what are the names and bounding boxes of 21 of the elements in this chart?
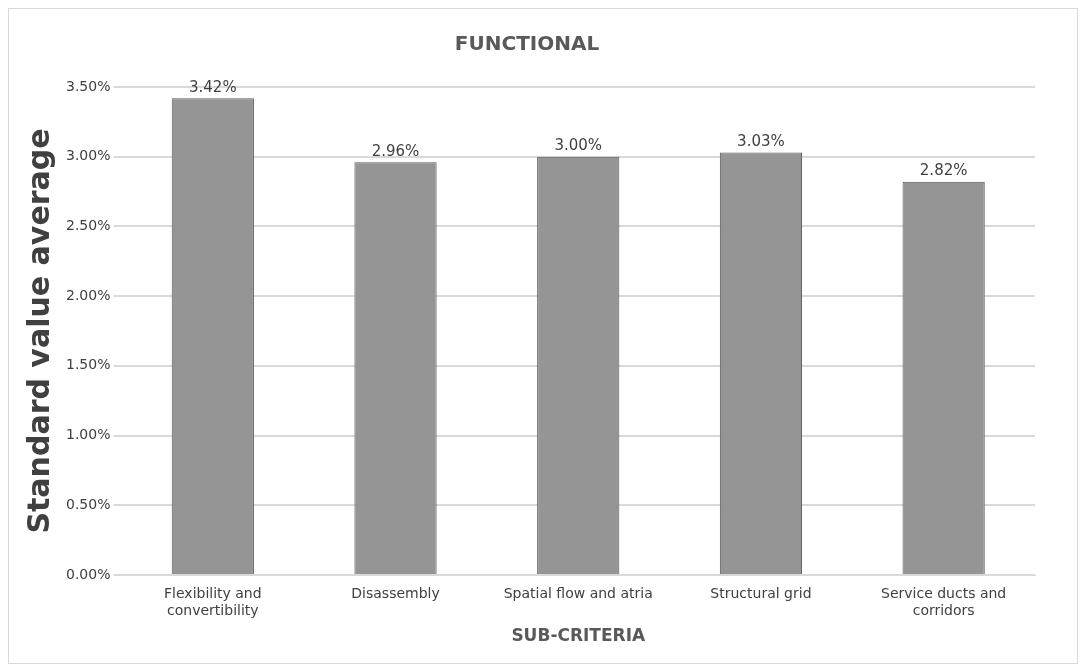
- y-tick-label: 1.50%: [65, 356, 111, 373]
- x-tick-label: Service ducts and corridors: [881, 585, 1007, 618]
- chart-title: FUNCTIONAL: [454, 31, 600, 56]
- y-tick-label: 2.00%: [65, 286, 111, 303]
- y-tick-label: 0.50%: [65, 495, 111, 512]
- y-tick-label: 0.00%: [65, 565, 111, 582]
- y-tick-label: 2.50%: [65, 217, 111, 234]
- data-label: 3.00%: [554, 136, 603, 155]
- data-label: 2.96%: [371, 141, 420, 160]
- x-tick-label: Spatial flow and atria: [503, 585, 653, 602]
- x-axis-title: SUB-CRITERIA: [511, 625, 646, 646]
- x-tick-label: Disassembly: [351, 585, 440, 602]
- data-label: 2.82%: [919, 161, 968, 180]
- x-tick-label: Flexibility and convertibility: [164, 585, 262, 618]
- x-tick-label: Structural grid: [710, 585, 812, 602]
- y-axis-title: Standard value average: [20, 128, 56, 534]
- y-tick-label: 3.00%: [65, 147, 111, 164]
- y-tick-label: 1.00%: [65, 426, 111, 443]
- data-label: 3.42%: [189, 77, 237, 96]
- data-label: 3.03%: [737, 131, 785, 150]
- y-tick-label: 3.50%: [65, 77, 111, 94]
